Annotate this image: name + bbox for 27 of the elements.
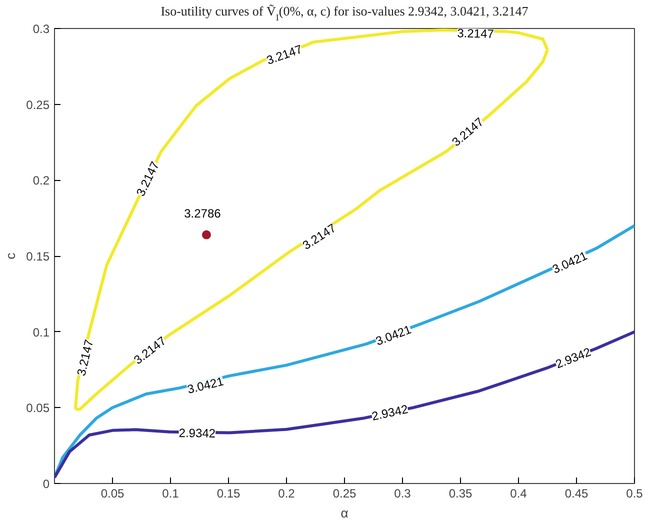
x-tick-label: 0.35	[448, 486, 473, 500]
x-tick-label: 0.1	[162, 486, 180, 500]
annotation: 2.9342	[178, 426, 216, 440]
x-tick-label: 0.15	[216, 486, 241, 500]
x-tick-label: 0.05	[100, 486, 125, 500]
annotation: 3.2147	[74, 338, 96, 378]
x-axis-title: α	[340, 506, 349, 520]
series-label: 3.2786	[184, 206, 222, 220]
y-tick-label: 0.2	[32, 174, 50, 188]
x-tick-label: 0.2	[278, 486, 296, 500]
y-tick-label: 0.3	[32, 22, 50, 36]
annotation: 3.2147	[457, 26, 494, 41]
y-tick-label: 0.05	[26, 401, 50, 416]
annotation: 3.0421	[186, 374, 226, 397]
annotation: 3.2147	[264, 42, 304, 68]
y-tick-label: 0	[42, 477, 50, 491]
x-tick-label: 0.5	[626, 486, 644, 500]
y-tick-label: 0.1	[32, 325, 50, 340]
x-tick-label: 0.3	[394, 486, 412, 500]
annotation: 3.0421	[374, 322, 414, 348]
x-tick-label: 0.4	[510, 486, 528, 500]
y-tick-label: 0.15	[26, 250, 50, 264]
y-axis-title: c	[3, 252, 18, 260]
annotation: 2.9342	[370, 402, 410, 424]
y-tick-label: 0.25	[26, 98, 50, 112]
x-tick-label: 0.45	[564, 486, 589, 500]
x-tick-label: 0.25	[332, 486, 357, 500]
